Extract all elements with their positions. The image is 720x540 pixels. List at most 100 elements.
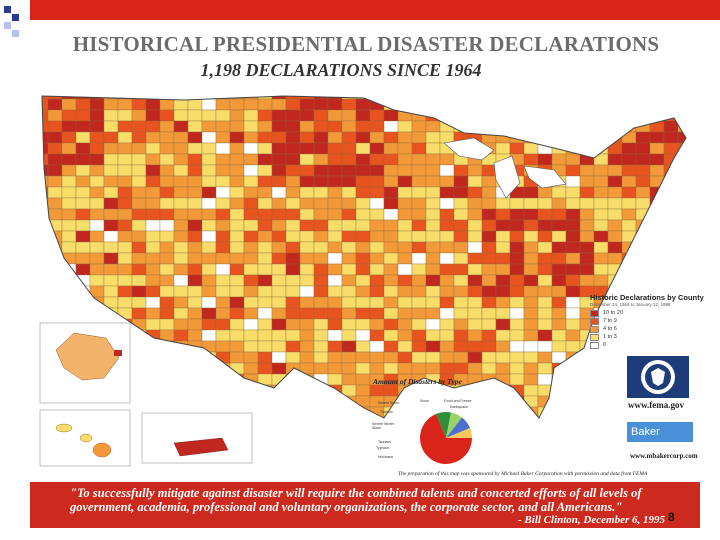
county-cell — [411, 219, 427, 232]
county-cell — [103, 208, 119, 221]
county-cell — [509, 241, 525, 254]
county-cell — [663, 186, 679, 199]
county-cell — [159, 197, 175, 210]
county-cell — [229, 175, 245, 188]
county-cell — [187, 98, 203, 111]
county-cell — [271, 142, 287, 155]
county-cell — [327, 197, 343, 210]
county-cell — [215, 241, 231, 254]
county-cell — [201, 153, 217, 166]
county-cell — [327, 241, 343, 254]
quote-attribution: - Bill Clinton, December 6, 1995 — [518, 514, 665, 526]
county-cell — [453, 197, 469, 210]
county-cell — [257, 395, 273, 408]
county-cell — [201, 296, 217, 309]
county-cell — [523, 417, 539, 418]
fema-url[interactable]: www.fema.gov — [628, 400, 684, 410]
county-cell — [229, 384, 245, 397]
county-cell — [159, 98, 175, 111]
county-cell — [635, 274, 651, 287]
legend-item: 10 to 20 — [590, 309, 710, 317]
county-cell — [425, 96, 441, 100]
county-cell — [61, 186, 77, 199]
county-cell — [621, 263, 637, 276]
county-cell — [285, 307, 301, 320]
county-cell — [411, 263, 427, 276]
county-cell — [327, 120, 343, 133]
county-cell — [481, 318, 497, 331]
county-cell — [229, 197, 245, 210]
county-cell — [215, 384, 231, 397]
county-cell — [243, 208, 259, 221]
county-cell — [663, 252, 679, 265]
county-cell — [369, 208, 385, 221]
baker-url[interactable]: www.mbakercorp.com — [630, 452, 698, 460]
county-cell — [663, 109, 679, 122]
county-cell — [551, 307, 567, 320]
county-cell — [75, 307, 91, 320]
county-cell — [495, 241, 511, 254]
county-cell — [453, 274, 469, 287]
county-cell — [649, 241, 665, 254]
county-cell — [397, 186, 413, 199]
county-cell — [411, 197, 427, 210]
county-cell — [369, 296, 385, 309]
county-cell — [257, 175, 273, 188]
county-cell — [75, 197, 91, 210]
county-cell — [61, 98, 77, 111]
county-cell — [131, 120, 147, 133]
county-cell — [649, 230, 665, 243]
county-cell — [635, 230, 651, 243]
county-cell — [439, 186, 455, 199]
county-cell — [299, 263, 315, 276]
county-cell — [495, 109, 511, 122]
county-cell — [145, 252, 161, 265]
county-cell — [355, 263, 371, 276]
county-cell — [229, 263, 245, 276]
county-cell — [453, 252, 469, 265]
county-cell — [467, 351, 483, 364]
county-cell — [159, 186, 175, 199]
county-cell — [439, 274, 455, 287]
county-cell — [159, 285, 175, 298]
county-cell — [663, 230, 679, 243]
county-cell — [117, 175, 133, 188]
county-cell — [579, 197, 595, 210]
county-cell — [243, 219, 259, 232]
county-cell — [537, 208, 553, 221]
county-cell — [383, 329, 399, 342]
county-cell — [369, 109, 385, 122]
county-cell — [607, 241, 623, 254]
county-cell — [495, 142, 511, 155]
county-cell — [523, 329, 539, 342]
county-cell — [201, 120, 217, 133]
county-cell — [327, 296, 343, 309]
county-cell — [383, 153, 399, 166]
county-cell — [397, 96, 413, 100]
county-cell — [187, 384, 203, 397]
county-cell — [257, 285, 273, 298]
county-cell — [523, 96, 539, 100]
county-cell — [89, 263, 105, 276]
county-cell — [481, 241, 497, 254]
county-cell — [677, 274, 686, 287]
county-cell — [593, 96, 609, 100]
county-cell — [145, 318, 161, 331]
county-cell — [621, 164, 637, 177]
county-cell — [397, 351, 413, 364]
county-cell — [369, 307, 385, 320]
county-cell — [692, 275, 694, 286]
county-cell — [369, 164, 385, 177]
county-cell — [215, 329, 231, 342]
county-cell — [593, 351, 609, 364]
county-cell — [495, 120, 511, 133]
county-cell — [243, 109, 259, 122]
county-cell — [481, 98, 497, 111]
great-lakes — [443, 137, 567, 199]
county-cell — [425, 296, 441, 309]
county-cell — [579, 186, 595, 199]
clinton-quote: "To successfully mitigate against disast… — [70, 486, 642, 514]
county-cell — [495, 307, 511, 320]
county-cell — [42, 131, 49, 144]
county-cell — [187, 285, 203, 298]
